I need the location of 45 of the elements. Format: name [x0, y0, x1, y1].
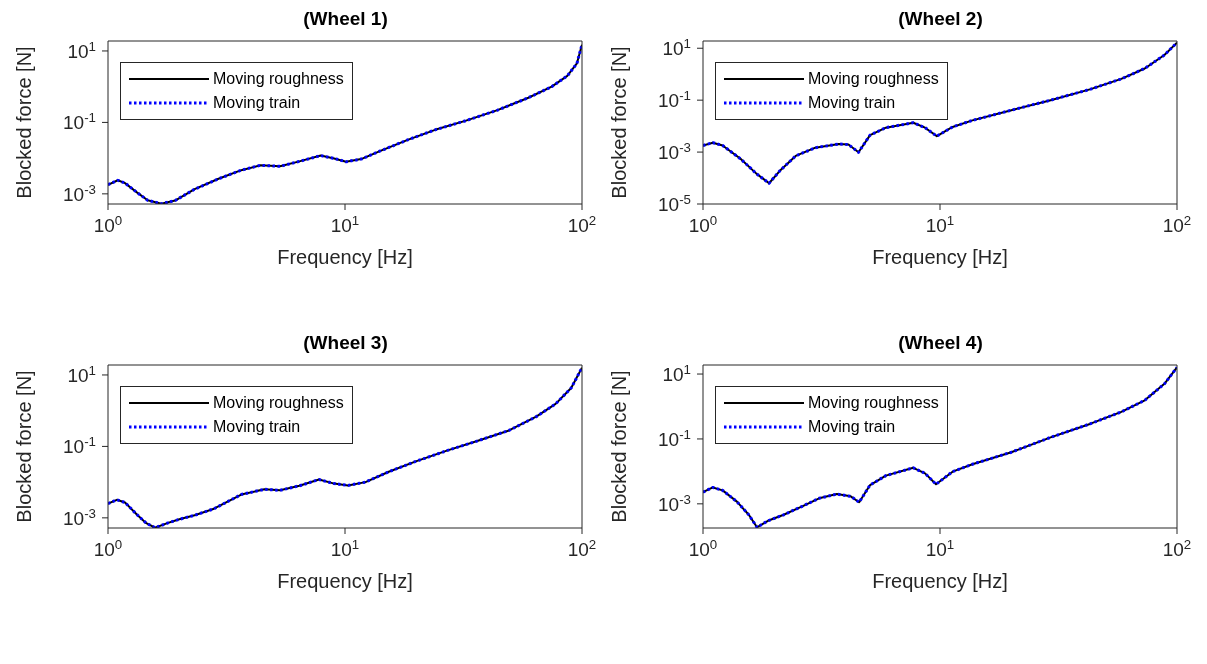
- y-tick-label: 10$^{1}$: [67, 38, 96, 62]
- x-tick-label: 10$^{0}$: [688, 536, 718, 560]
- x-tick-label: 10$^{1}$: [925, 536, 955, 560]
- x-tick-label: 10$^{2}$: [567, 212, 597, 236]
- x-tick-label: 10$^{1}$: [330, 212, 360, 236]
- y-axis-title: Blocked force [N]: [13, 46, 36, 199]
- y-axis-title: Blocked force [N]: [608, 46, 631, 199]
- x-axis-title: Frequency [Hz]: [277, 246, 413, 268]
- y-tick-label: 10$^{1}$: [662, 35, 691, 60]
- x-tick-label: 10$^{1}$: [330, 536, 360, 560]
- y-tick-label: 10$^{-5}$: [658, 191, 691, 215]
- x-axis-title: Frequency [Hz]: [872, 246, 1008, 268]
- x-tick-label: 10$^{0}$: [93, 536, 123, 560]
- y-tick-label: 10$^{-1}$: [63, 109, 96, 134]
- x-axis-title: Frequency [Hz]: [872, 570, 1008, 592]
- legend-label: Moving roughness: [213, 70, 344, 88]
- legend-label: Moving roughness: [213, 394, 344, 412]
- x-tick-label: 10$^{1}$: [925, 212, 955, 236]
- x-tick-label: 10$^{2}$: [1162, 536, 1192, 560]
- legend-label: Moving roughness: [808, 394, 939, 412]
- legend-label: Moving train: [808, 418, 896, 436]
- y-tick-label: 10$^{-1}$: [63, 433, 96, 458]
- legend-label: Moving train: [213, 418, 301, 436]
- legend-label: Moving train: [808, 94, 896, 112]
- y-tick-label: 10$^{-1}$: [658, 426, 691, 450]
- y-tick-label: 10$^{-3}$: [658, 491, 691, 515]
- legend-label: Moving roughness: [808, 70, 939, 88]
- x-axis-title: Frequency [Hz]: [277, 570, 413, 592]
- y-axis-title: Blocked force [N]: [608, 370, 631, 523]
- y-tick-label: 10$^{1}$: [662, 361, 691, 386]
- legend-label: Moving train: [213, 94, 301, 112]
- chart-title: (Wheel 1): [303, 8, 388, 29]
- chart-title: (Wheel 3): [303, 332, 388, 353]
- chart-title: (Wheel 2): [898, 8, 983, 29]
- y-tick-label: 10$^{1}$: [67, 362, 96, 386]
- y-tick-label: 10$^{-3}$: [658, 139, 691, 164]
- y-tick-label: 10$^{-3}$: [63, 505, 96, 529]
- x-tick-label: 10$^{2}$: [567, 536, 597, 560]
- y-axis-title: Blocked force [N]: [13, 370, 36, 523]
- chart-title: (Wheel 4): [898, 332, 983, 353]
- y-tick-label: 10$^{-1}$: [658, 87, 691, 112]
- y-tick-label: 10$^{-3}$: [63, 181, 96, 205]
- x-tick-label: 10$^{2}$: [1162, 212, 1192, 236]
- x-tick-label: 10$^{0}$: [688, 212, 718, 236]
- x-tick-label: 10$^{0}$: [93, 212, 123, 236]
